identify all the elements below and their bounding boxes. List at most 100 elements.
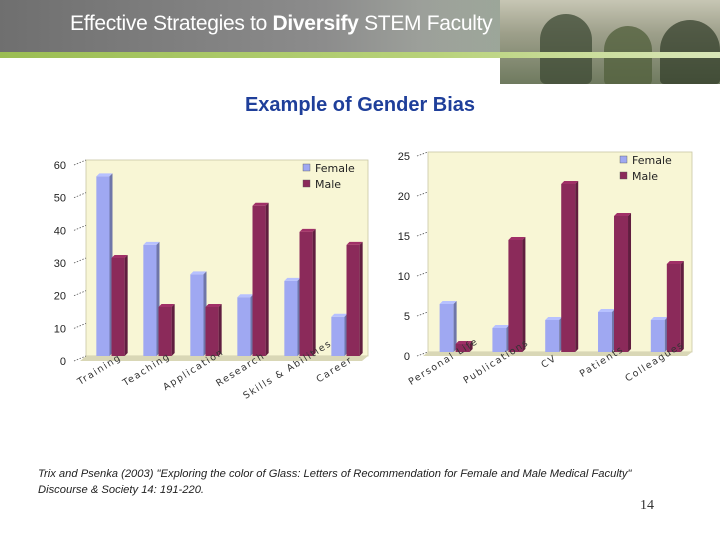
y-tick-label: 40 xyxy=(54,225,66,237)
chart-1: 0102030405060TrainingTeachingApplication… xyxy=(54,159,369,402)
bar-female xyxy=(545,317,563,352)
bar-male-front xyxy=(111,258,125,356)
bar-male-front xyxy=(205,307,219,356)
bar-female-top xyxy=(439,301,457,304)
legend: Female Male xyxy=(619,154,672,183)
legend-label-female: Female xyxy=(632,154,672,167)
bar-male xyxy=(666,261,684,352)
bar-male-top xyxy=(614,213,632,216)
bar-male-front xyxy=(252,205,266,356)
bar-male xyxy=(561,181,579,352)
bar-male-side xyxy=(312,228,316,356)
y-gridline xyxy=(416,271,429,277)
bar-male-side xyxy=(628,213,632,352)
y-tick-label: 5 xyxy=(404,311,410,323)
y-gridline xyxy=(73,290,87,297)
bar-female-front xyxy=(331,316,345,356)
bar-male-front xyxy=(614,216,629,352)
bar-male-side xyxy=(359,241,363,356)
y-tick-label: 60 xyxy=(54,160,66,172)
bar-female-front xyxy=(598,312,613,352)
y-gridline xyxy=(73,355,87,362)
bar-male-side xyxy=(218,304,222,356)
bar-female-top xyxy=(190,271,207,275)
header-title: Effective Strategies to Diversify STEM F… xyxy=(70,12,493,36)
y-gridline xyxy=(73,159,87,166)
y-gridline xyxy=(73,192,87,199)
bar-female-top xyxy=(237,294,254,298)
header-title-bold: Diversify xyxy=(272,12,359,35)
page-number: 14 xyxy=(640,498,654,513)
legend: Female Male xyxy=(302,162,355,191)
y-gridline xyxy=(73,257,87,264)
legend-label-male: Male xyxy=(632,170,658,183)
bar-male xyxy=(455,341,473,352)
bar-male-side xyxy=(522,237,526,352)
citation-line-2: Discourse & Society 14: 191-220. xyxy=(38,484,205,496)
bar-male xyxy=(508,237,526,352)
bar-female-front xyxy=(190,274,204,356)
bar-female-top xyxy=(492,325,510,328)
legend-swatch-female xyxy=(302,163,311,172)
bar-female-top xyxy=(331,313,348,317)
bar-female-top xyxy=(598,309,616,312)
header-title-prefix: Effective Strategies to xyxy=(70,12,273,35)
y-gridline xyxy=(416,151,429,157)
bar-female xyxy=(598,309,616,352)
header-title-suffix: STEM Faculty xyxy=(358,12,493,35)
y-tick-label: 0 xyxy=(60,356,66,368)
bar-female-front xyxy=(650,320,665,352)
bar-female xyxy=(492,325,510,352)
bar-female-top xyxy=(545,317,563,320)
bar-male-top xyxy=(111,255,128,258)
bar-male-top xyxy=(158,304,175,307)
bar-male-top xyxy=(455,341,473,344)
bar-female-front xyxy=(143,244,157,356)
bar-male-side xyxy=(680,261,684,352)
bar-male xyxy=(299,228,316,356)
bar-male-front xyxy=(346,244,360,356)
bar-male xyxy=(614,213,632,352)
y-gridline xyxy=(416,231,429,237)
bar-female-front xyxy=(545,320,560,352)
y-gridline xyxy=(416,191,429,197)
bar-female-top xyxy=(96,173,113,177)
bar-male xyxy=(346,241,363,356)
bar-male-top xyxy=(346,241,363,245)
legend-swatch-female xyxy=(619,155,628,164)
y-tick-label: 10 xyxy=(398,271,410,283)
bar-female-side xyxy=(453,301,457,352)
bar-female-front xyxy=(237,297,251,356)
bar-male xyxy=(158,304,175,356)
bar-female xyxy=(284,277,301,356)
bar-male-side xyxy=(575,181,579,352)
bar-male xyxy=(252,202,269,356)
y-gridline xyxy=(73,224,87,231)
bar-male-top xyxy=(561,181,579,184)
bar-male-front xyxy=(299,231,313,356)
bar-female-front xyxy=(96,176,110,356)
y-gridline xyxy=(73,322,87,329)
y-tick-label: 25 xyxy=(398,151,410,163)
plot-floor xyxy=(423,352,692,356)
slide-title: Example of Gender Bias xyxy=(244,94,476,116)
bar-male xyxy=(111,255,128,356)
y-tick-label: 20 xyxy=(54,291,66,303)
bar-male-front xyxy=(508,240,523,352)
legend-label-male: Male xyxy=(315,178,341,191)
y-tick-label: 30 xyxy=(54,258,66,270)
bar-male-front xyxy=(158,307,172,356)
bar-male-top xyxy=(205,304,222,307)
bar-female xyxy=(237,294,254,356)
photo-person-1 xyxy=(540,14,592,84)
bar-male-top xyxy=(299,228,316,232)
y-tick-label: 20 xyxy=(398,191,410,203)
legend-swatch-male xyxy=(302,179,311,188)
plot-floor xyxy=(80,356,368,361)
bar-male-top xyxy=(666,261,684,264)
bar-female-top xyxy=(284,277,301,281)
citation: Trix and Psenka (2003) "Exploring the co… xyxy=(38,466,698,498)
bar-male-side xyxy=(469,341,473,352)
